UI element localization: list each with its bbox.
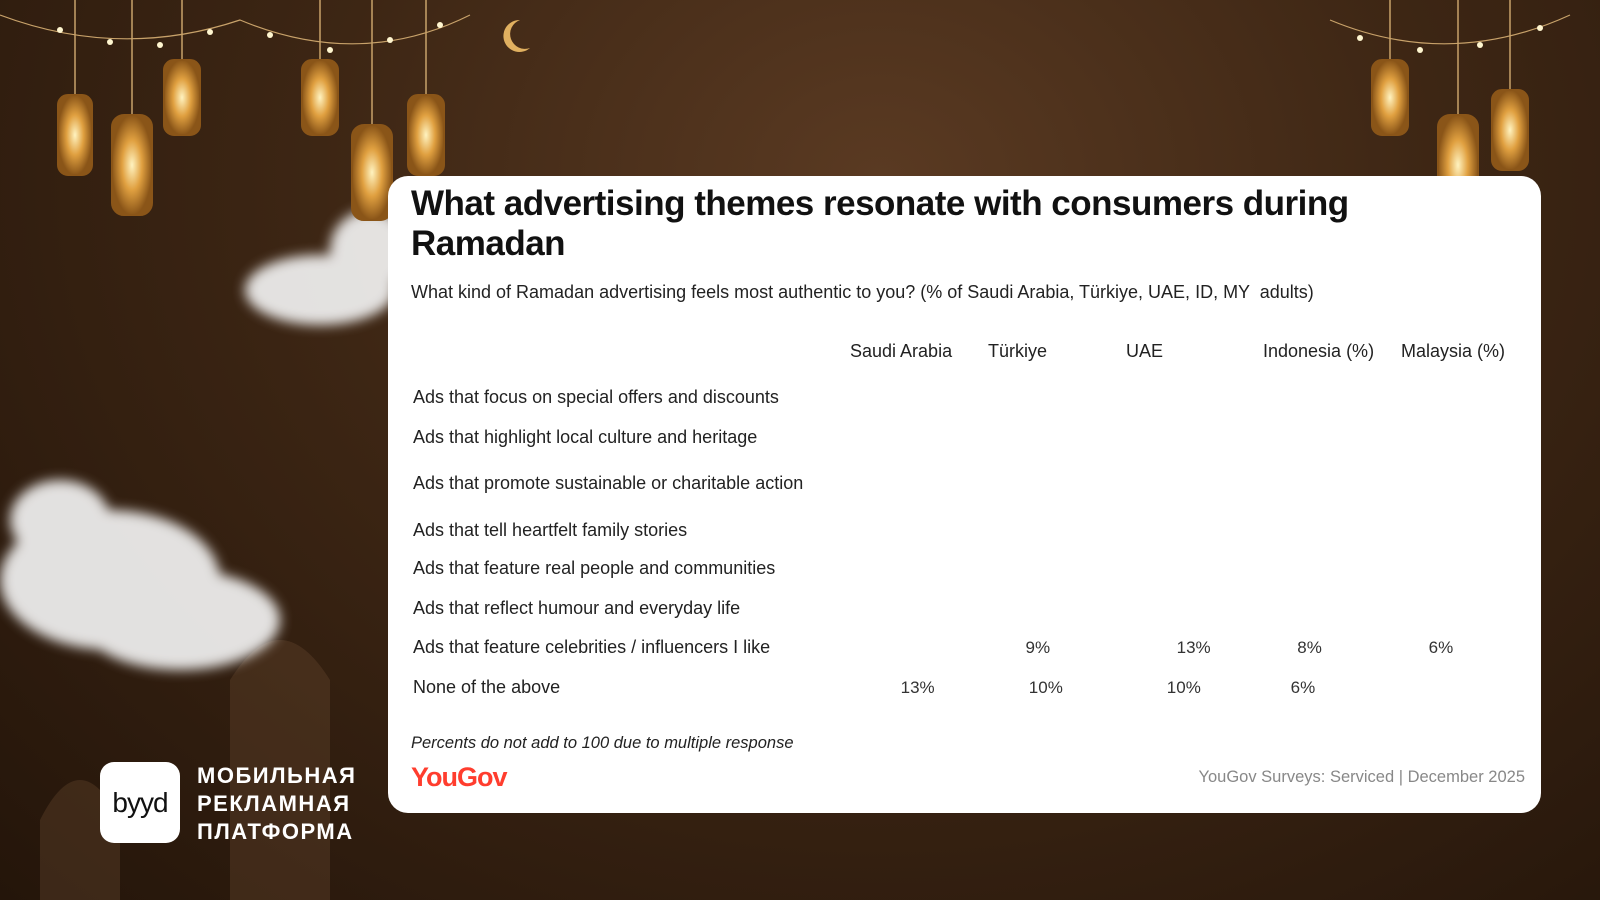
- value-label: 37%: [1407, 520, 1442, 540]
- category-label: Ads that promote sustainable or charitab…: [413, 472, 804, 493]
- value-label: 16%: [1407, 598, 1442, 618]
- value-label: 8%: [1297, 637, 1322, 657]
- category-label: Ads that feature celebrities / influence…: [413, 636, 771, 657]
- value-label: 21%: [994, 473, 1029, 493]
- value-label: 26%: [1407, 427, 1442, 447]
- footnote: Percents do not add to 100 due to multip…: [411, 734, 794, 752]
- category-label: Ads that highlight local culture and her…: [413, 426, 758, 447]
- value-label: 34%: [994, 520, 1029, 540]
- chart-card: What advertising themes resonate with co…: [388, 176, 1541, 813]
- value-label: 20%: [1132, 598, 1167, 618]
- legend-header: Türkiye: [988, 341, 1048, 361]
- value-label: 27%: [1132, 427, 1167, 447]
- value-label: 27%: [1132, 387, 1167, 407]
- value-label: 17%: [1407, 473, 1442, 493]
- value-label: 19%: [1407, 387, 1442, 407]
- source-logo: YouGov: [411, 762, 508, 792]
- value-label: 6%: [1428, 637, 1454, 657]
- value-label: 6%: [1290, 677, 1316, 697]
- legend-header: Saudi Arabia: [850, 341, 953, 361]
- value-label: 21%: [856, 598, 891, 618]
- value-label: 24%: [1132, 520, 1167, 540]
- value-label: 32%: [1269, 473, 1304, 493]
- category-label: Ads that reflect humour and everyday lif…: [413, 597, 741, 618]
- legend-header: UAE: [1126, 341, 1164, 361]
- category-label: Ads that feature real people and communi…: [413, 557, 776, 578]
- value-label: 25%: [1269, 598, 1304, 618]
- tagline-line: ПЛАТФОРМА: [197, 819, 354, 844]
- value-label: 37%: [1269, 520, 1304, 540]
- legend-header: Malaysia (%): [1401, 341, 1506, 361]
- source: YouGov Surveys: Serviced | December 2025: [1198, 768, 1525, 786]
- value-label: 14%: [856, 637, 891, 657]
- value-label: 27%: [856, 387, 891, 407]
- value-label: 10%: [1166, 677, 1201, 697]
- value-label: 22%: [856, 473, 891, 493]
- category-label: Ads that tell heartfelt family stories: [413, 519, 688, 540]
- chart-subtitle: What kind of Ramadan advertising feels m…: [411, 282, 1314, 302]
- value-label: 13%: [1176, 637, 1211, 657]
- value-label: 13%: [900, 677, 935, 697]
- value-label: 24%: [1269, 427, 1304, 447]
- value-label: 23%: [1269, 387, 1304, 407]
- value-label: 25%: [1132, 558, 1167, 578]
- value-label: 21%: [856, 520, 891, 540]
- legend-header: Indonesia (%): [1263, 341, 1375, 361]
- tagline-line: РЕКЛАМНАЯ: [197, 791, 351, 816]
- value-label: 17%: [1407, 677, 1442, 697]
- value-label: 25%: [1132, 473, 1167, 493]
- value-label: 9%: [1025, 637, 1051, 657]
- value-label: 14%: [1269, 558, 1304, 578]
- chart-title: What advertising themes resonate with co…: [411, 184, 1349, 263]
- category-label: None of the above: [413, 676, 561, 697]
- value-label: 10%: [1028, 677, 1063, 697]
- tagline-line: МОБИЛЬНАЯ: [197, 763, 357, 788]
- value-label: 18%: [994, 387, 1029, 407]
- value-label: 21%: [856, 558, 891, 578]
- value-label: 14%: [994, 598, 1029, 618]
- brand-logo: byyd: [100, 762, 180, 843]
- value-label: 24%: [856, 427, 891, 447]
- category-label: Ads that focus on special offers and dis…: [413, 386, 779, 407]
- value-label: 22%: [1407, 558, 1442, 578]
- value-label: 25%: [994, 427, 1029, 447]
- value-label: 26%: [994, 558, 1029, 578]
- brand-tagline: МОБИЛЬНАЯ РЕКЛАМНАЯ ПЛАТФОРМА: [197, 762, 356, 846]
